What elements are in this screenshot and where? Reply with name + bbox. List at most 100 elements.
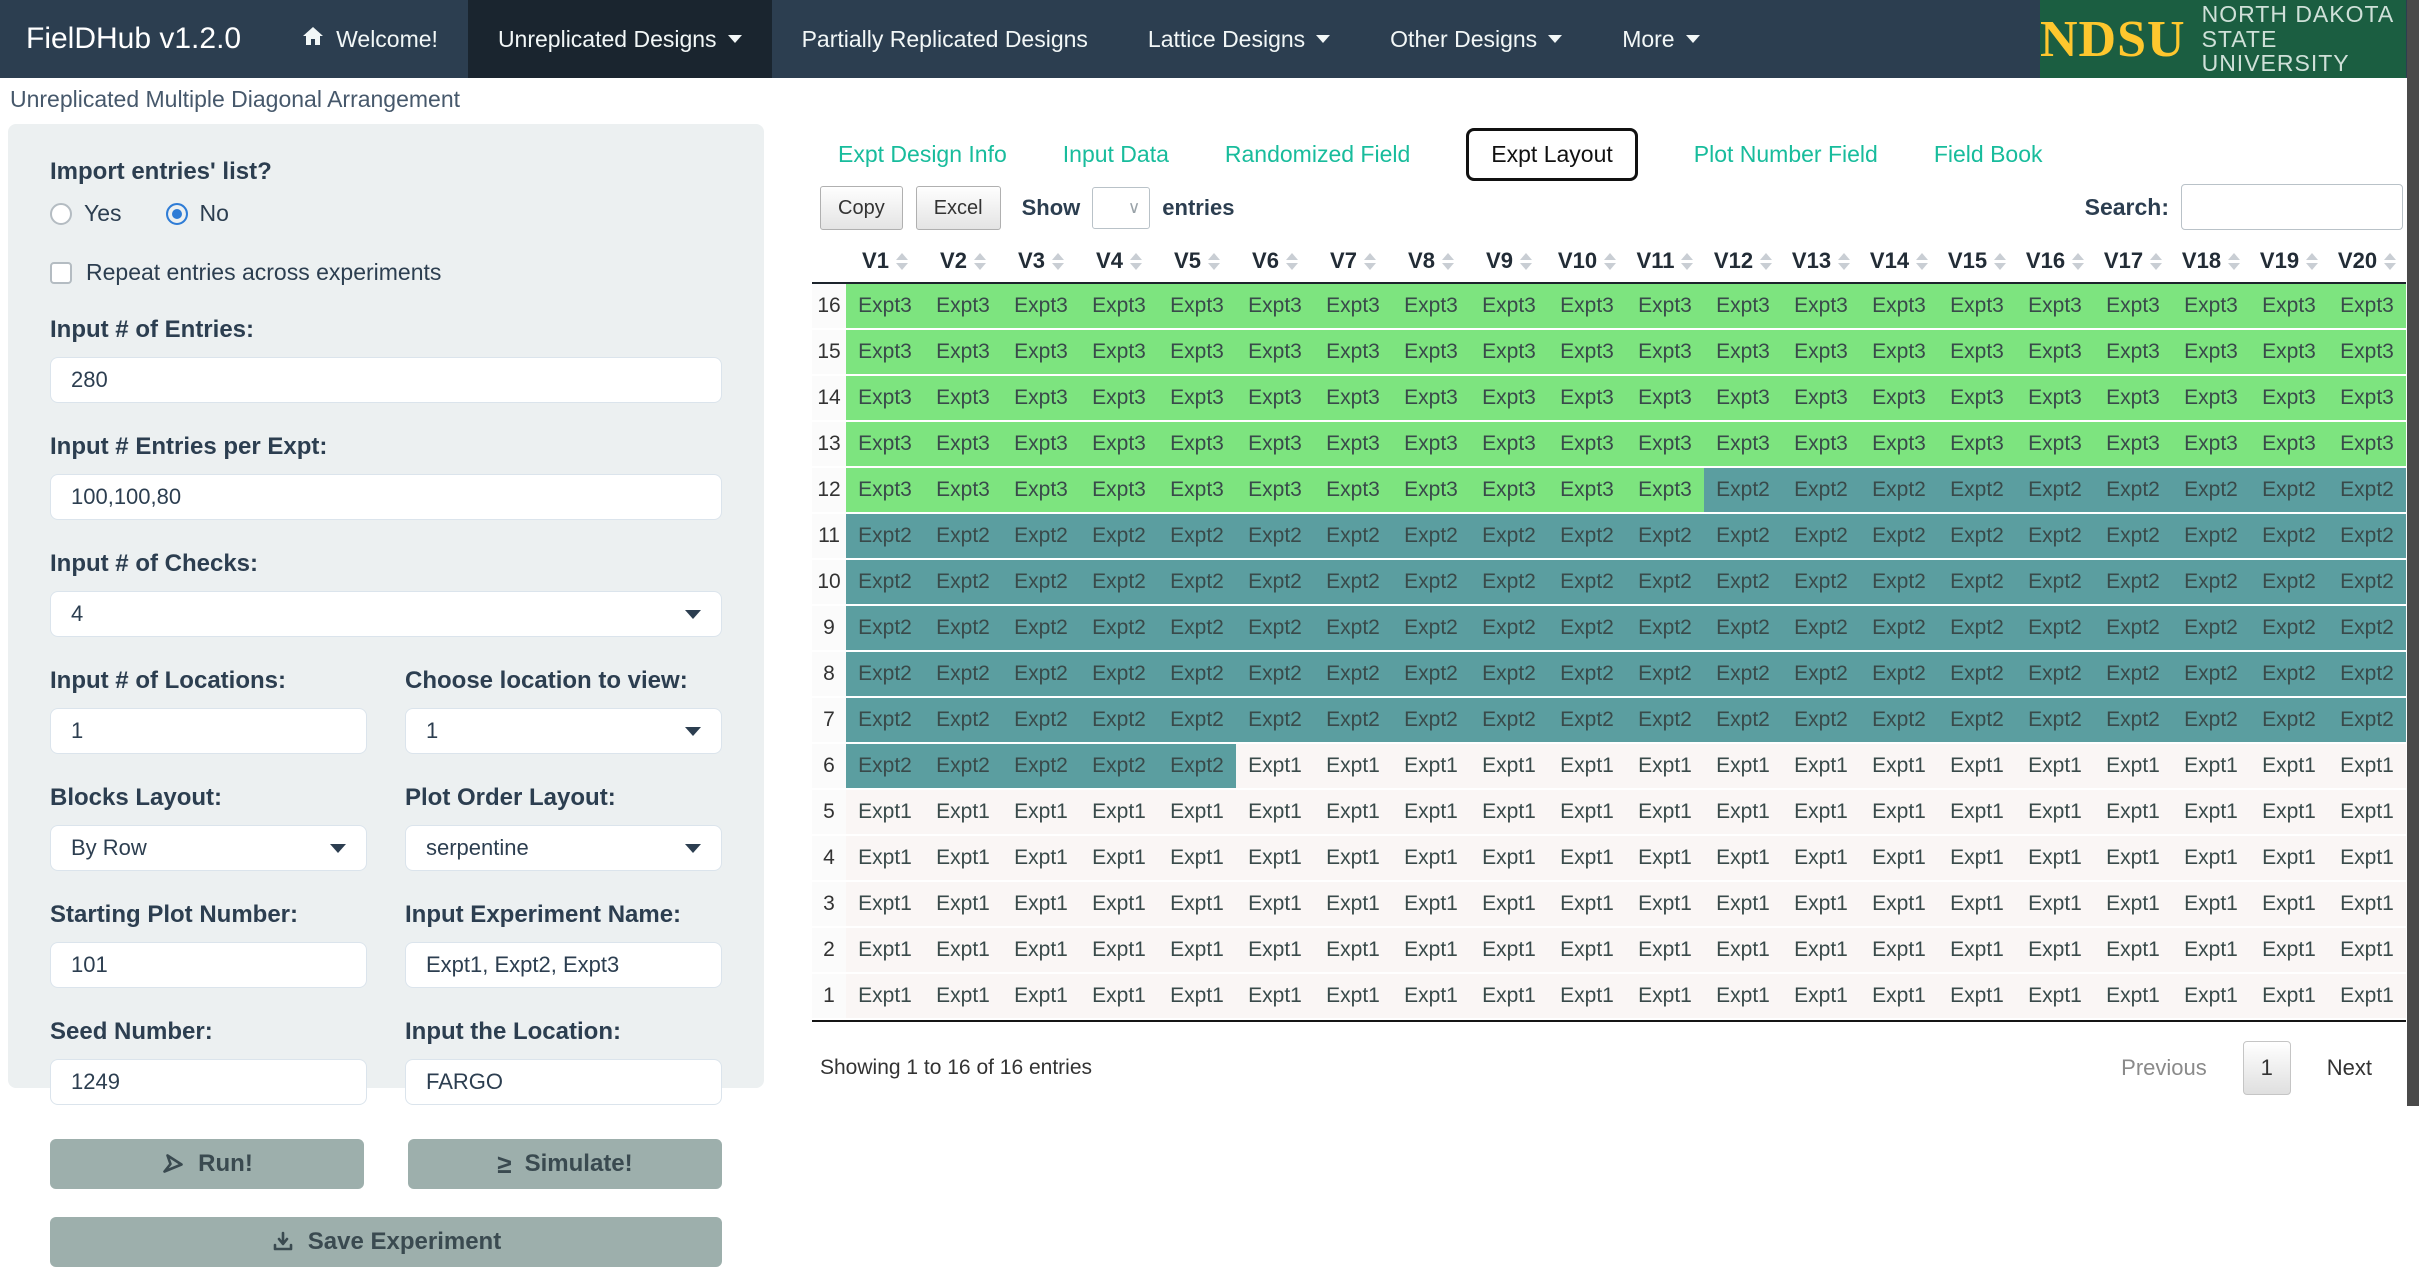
table-cell: Expt2 — [1626, 698, 1704, 744]
save-experiment-button[interactable]: Save Experiment — [50, 1217, 722, 1267]
table-cell: Expt2 — [2328, 514, 2406, 560]
table-cell: Expt3 — [1158, 422, 1236, 468]
sort-icon — [1994, 252, 2007, 270]
nav-item-partially-replicated-designs[interactable]: Partially Replicated Designs — [772, 0, 1118, 78]
checks-select[interactable]: 4 — [50, 591, 722, 637]
nav-item-more[interactable]: More — [1592, 0, 1729, 78]
column-header-v15[interactable]: V15 — [1938, 240, 2016, 282]
tab-expt-design-info[interactable]: Expt Design Info — [838, 141, 1007, 167]
table-cell: Expt3 — [1626, 284, 1704, 330]
vertical-scrollbar[interactable] — [2407, 0, 2419, 1106]
table-cell: Expt2 — [1236, 606, 1314, 652]
excel-button[interactable]: Excel — [915, 186, 1001, 230]
entries-per-expt-label: Input # Entries per Expt: — [50, 433, 328, 460]
column-header-v16[interactable]: V16 — [2016, 240, 2094, 282]
pagination: Previous 1 Next — [2121, 1041, 2372, 1095]
table-cell: Expt1 — [2016, 974, 2094, 1020]
column-header-v19[interactable]: V19 — [2250, 240, 2328, 282]
plot-order-select[interactable]: serpentine — [405, 825, 722, 871]
nav-item-welcome[interactable]: Welcome! — [271, 0, 468, 78]
nav-item-label: Unreplicated Designs — [497, 25, 717, 52]
column-header-v9[interactable]: V9 — [1470, 240, 1548, 282]
location-input[interactable]: FARGO — [405, 1059, 722, 1105]
column-header-v3[interactable]: V3 — [1002, 240, 1080, 282]
previous-page-button[interactable]: Previous — [2121, 1055, 2207, 1080]
table-row-6: 6 Expt2 Expt2 Expt2 Expt2 Expt2 Expt1 Expt1 Expt… — [812, 744, 2406, 790]
column-header-v20[interactable]: V20 — [2328, 240, 2406, 282]
table-cell: Expt2 — [2094, 468, 2172, 514]
table-cell: Expt3 — [1548, 330, 1626, 376]
table-cell: Expt2 — [846, 652, 924, 698]
entries-input[interactable]: 280 — [50, 357, 722, 403]
table-cell: Expt3 — [924, 422, 1002, 468]
experiment-name-input[interactable]: Expt1, Expt2, Expt3 — [405, 942, 722, 988]
column-header-v6[interactable]: V6 — [1236, 240, 1314, 282]
table-cell: Expt1 — [1158, 836, 1236, 882]
table-cell: Expt2 — [1704, 698, 1782, 744]
table-cell: Expt3 — [846, 284, 924, 330]
column-header-v1[interactable]: V1 — [846, 240, 924, 282]
table-cell: Expt1 — [2172, 744, 2250, 790]
table-cell: Expt2 — [1704, 468, 1782, 514]
repeat-entries-checkbox-row[interactable]: Repeat entries across experiments — [50, 259, 722, 286]
radio-yes-icon[interactable] — [50, 202, 72, 225]
tab-expt-layout[interactable]: Expt Layout — [1466, 128, 1638, 181]
starting-plot-input[interactable]: 101 — [50, 942, 367, 988]
table-cell: Expt2 — [1158, 698, 1236, 744]
page-length-select[interactable]: ∨ — [1092, 187, 1151, 229]
table-cell: Expt1 — [1080, 882, 1158, 928]
column-header-v11[interactable]: V11 — [1626, 240, 1704, 282]
search-input[interactable] — [2181, 184, 2403, 230]
column-header-label: V15 — [1947, 248, 1988, 273]
column-header-v7[interactable]: V7 — [1314, 240, 1392, 282]
simulate-button[interactable]: ≥ Simulate! — [408, 1139, 722, 1189]
location-arrow-icon — [163, 1154, 183, 1173]
page-1-button[interactable]: 1 — [2242, 1041, 2291, 1095]
tab-input-data[interactable]: Input Data — [1062, 141, 1169, 167]
column-header-v17[interactable]: V17 — [2094, 240, 2172, 282]
locations-input[interactable]: 1 — [50, 708, 367, 754]
column-header-v5[interactable]: V5 — [1158, 240, 1236, 282]
table-cell: Expt2 — [1938, 606, 2016, 652]
column-header-v13[interactable]: V13 — [1782, 240, 1860, 282]
table-cell: Expt1 — [2094, 882, 2172, 928]
table-row-4: 4 Expt1 Expt1 Expt1 Expt1 Expt1 Expt1 Expt1 Expt… — [812, 836, 2406, 882]
table-cell: Expt1 — [1704, 790, 1782, 836]
table-cell: Expt2 — [2172, 652, 2250, 698]
column-header-v12[interactable]: V12 — [1704, 240, 1782, 282]
table-cell: Expt1 — [1548, 974, 1626, 1020]
column-header-v14[interactable]: V14 — [1860, 240, 1938, 282]
tab-randomized-field[interactable]: Randomized Field — [1224, 141, 1411, 167]
nav-item-other-designs[interactable]: Other Designs — [1360, 0, 1592, 78]
seed-input[interactable]: 1249 — [50, 1059, 367, 1105]
radio-no-icon[interactable] — [165, 202, 188, 225]
column-header-label: V12 — [1713, 248, 1754, 273]
location-view-select[interactable]: 1 — [405, 708, 722, 754]
table-cell: Expt2 — [1626, 514, 1704, 560]
next-page-button[interactable]: Next — [2326, 1055, 2372, 1080]
tab-field-book[interactable]: Field Book — [1933, 141, 2043, 167]
column-header-v4[interactable]: V4 — [1080, 240, 1158, 282]
copy-button[interactable]: Copy — [820, 186, 903, 230]
table-cell: Expt3 — [2094, 422, 2172, 468]
entries-per-expt-input[interactable]: 100,100,80 — [50, 474, 722, 520]
table-bottom-border — [812, 1020, 2406, 1022]
column-header-v18[interactable]: V18 — [2172, 240, 2250, 282]
table-cell: Expt1 — [1080, 836, 1158, 882]
repeat-entries-checkbox[interactable] — [50, 261, 72, 284]
tab-bar: Expt Design Info Input Data Randomized Fie… — [838, 128, 2043, 181]
row-number: 8 — [812, 652, 846, 698]
nav-item-lattice-designs[interactable]: Lattice Designs — [1118, 0, 1360, 78]
table-cell: Expt1 — [1392, 882, 1470, 928]
radio-yes[interactable]: Yes — [50, 200, 122, 227]
column-header-v10[interactable]: V10 — [1548, 240, 1626, 282]
radio-no[interactable]: No — [165, 200, 229, 227]
chevron-down-icon — [685, 609, 701, 619]
nav-item-unreplicated-designs[interactable]: Unreplicated Designs — [467, 0, 772, 78]
blocks-layout-select[interactable]: By Row — [50, 825, 367, 871]
column-header-v8[interactable]: V8 — [1392, 240, 1470, 282]
run-button[interactable]: Run! — [50, 1139, 364, 1189]
table-cell: Expt1 — [2094, 744, 2172, 790]
tab-plot-number-field[interactable]: Plot Number Field — [1693, 141, 1878, 167]
column-header-v2[interactable]: V2 — [924, 240, 1002, 282]
